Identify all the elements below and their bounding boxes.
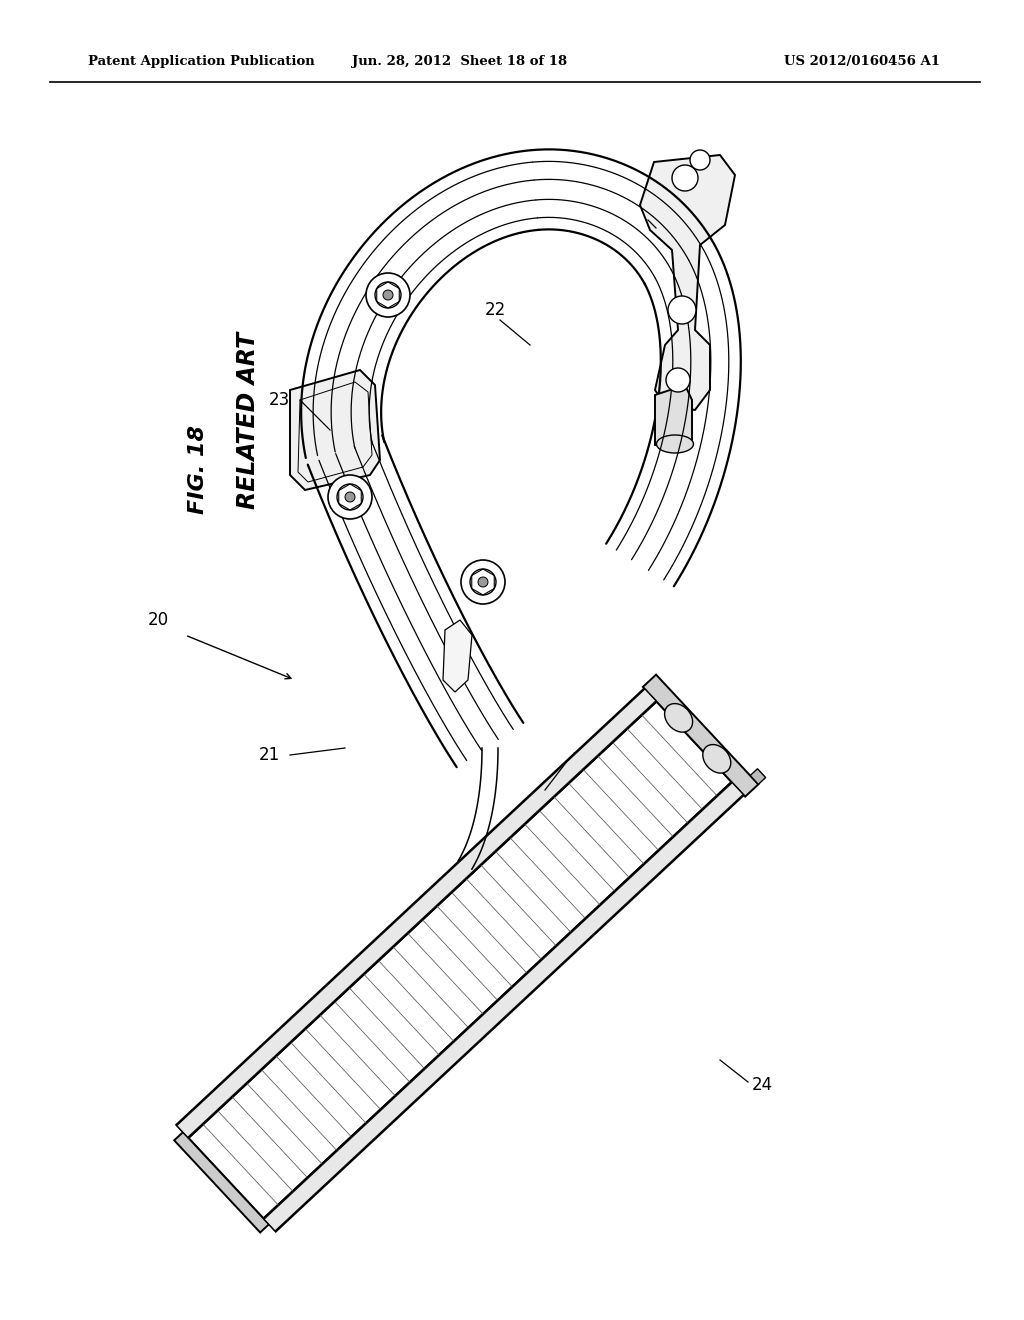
Ellipse shape <box>665 704 692 733</box>
Text: Patent Application Publication: Patent Application Publication <box>88 55 314 69</box>
Polygon shape <box>655 385 692 447</box>
Polygon shape <box>640 154 735 411</box>
Polygon shape <box>176 688 656 1138</box>
Text: RELATED ART: RELATED ART <box>236 331 260 508</box>
Circle shape <box>337 484 362 510</box>
Polygon shape <box>290 370 380 490</box>
Text: 23: 23 <box>268 391 290 409</box>
Text: US 2012/0160456 A1: US 2012/0160456 A1 <box>784 55 940 69</box>
Ellipse shape <box>656 436 693 453</box>
Polygon shape <box>264 783 743 1230</box>
Circle shape <box>461 560 505 605</box>
Text: 20: 20 <box>147 611 169 630</box>
Circle shape <box>690 150 710 170</box>
Text: 24: 24 <box>752 1076 773 1094</box>
Polygon shape <box>751 768 766 784</box>
Polygon shape <box>174 1133 269 1233</box>
Circle shape <box>672 165 698 191</box>
Circle shape <box>666 368 690 392</box>
Polygon shape <box>177 689 655 1138</box>
Circle shape <box>375 282 401 308</box>
Text: 21: 21 <box>259 746 280 764</box>
Text: 22: 22 <box>484 301 506 319</box>
Circle shape <box>366 273 410 317</box>
Polygon shape <box>643 675 759 796</box>
Circle shape <box>668 296 696 323</box>
Ellipse shape <box>702 744 731 774</box>
Circle shape <box>345 492 355 502</box>
Text: 24a: 24a <box>572 751 603 770</box>
Circle shape <box>478 577 488 587</box>
Polygon shape <box>188 701 731 1218</box>
Circle shape <box>383 290 393 300</box>
Circle shape <box>470 569 496 595</box>
Circle shape <box>328 475 372 519</box>
Text: AIR: AIR <box>660 821 688 840</box>
Polygon shape <box>443 620 472 692</box>
Polygon shape <box>263 781 743 1232</box>
Text: FIG. 18: FIG. 18 <box>188 425 208 515</box>
Text: 25: 25 <box>660 219 681 238</box>
Text: Jun. 28, 2012  Sheet 18 of 18: Jun. 28, 2012 Sheet 18 of 18 <box>352 55 567 69</box>
